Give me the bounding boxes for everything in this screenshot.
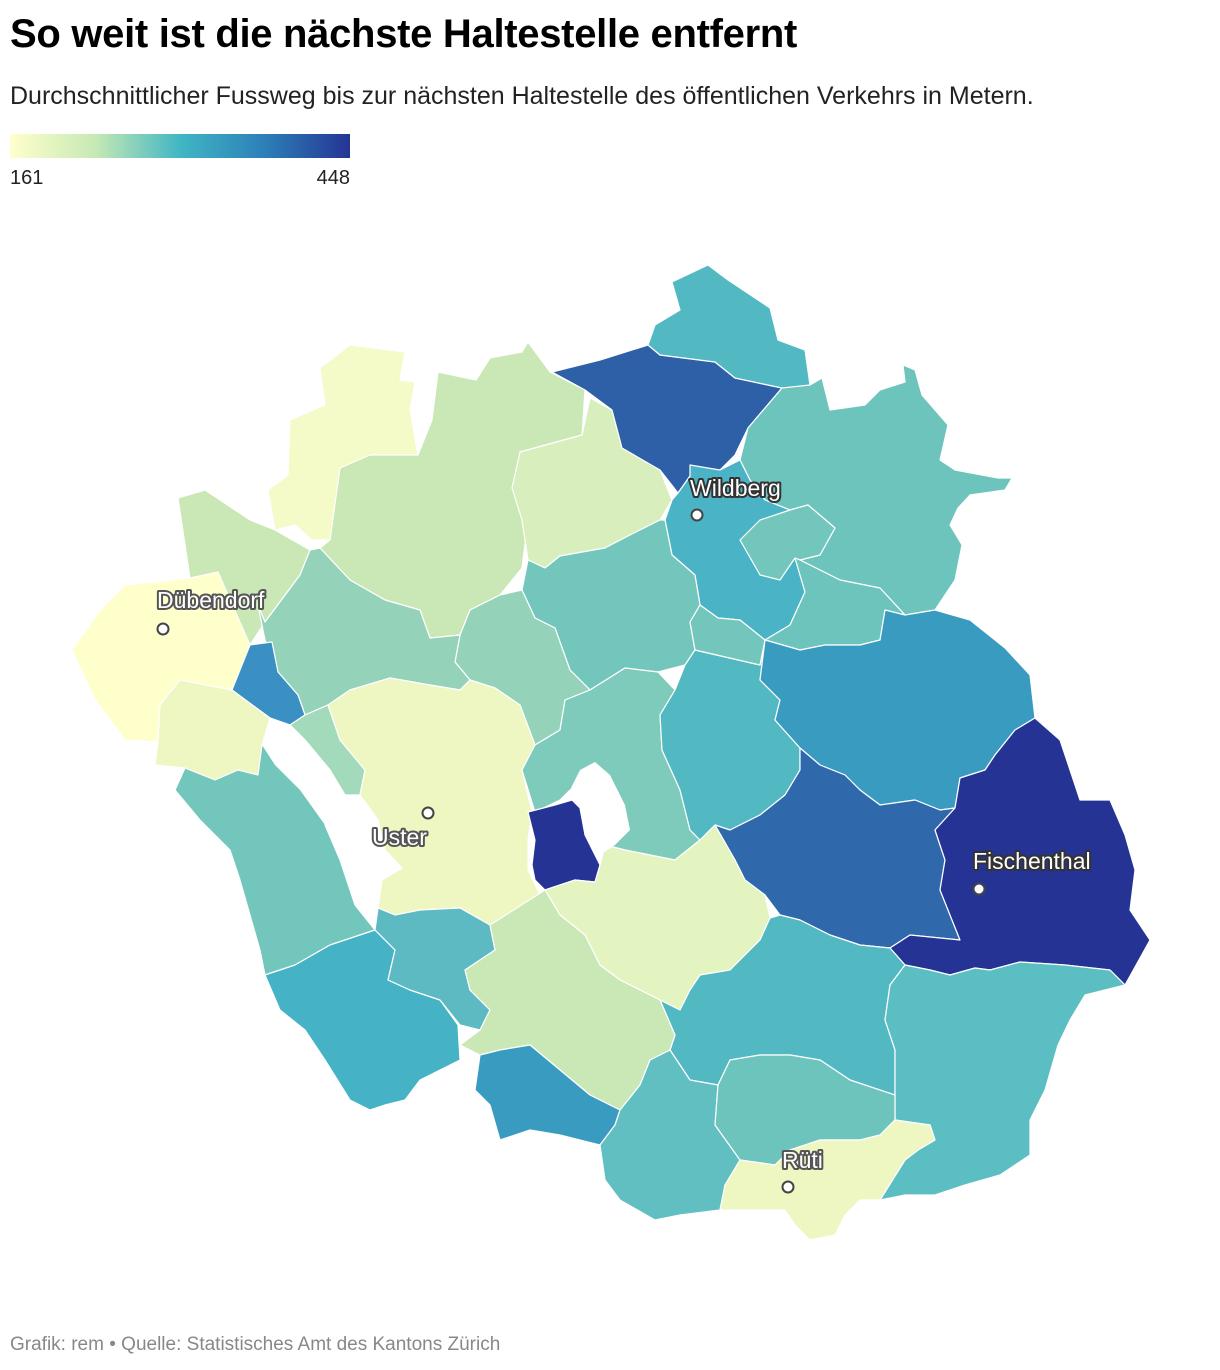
legend-gradient-bar: [10, 134, 350, 158]
map-subtitle: Durchschnittlicher Fussweg bis zur nächs…: [10, 82, 1034, 110]
city-rueti: Rüti: [780, 1145, 825, 1194]
city-dot: [156, 622, 170, 636]
city-dot: [421, 806, 435, 820]
map-title: So weit ist die nächste Haltestelle entf…: [10, 12, 798, 56]
region-rueti[interactable]: [719, 1119, 936, 1241]
region-far-east-teal[interactable]: [879, 961, 1126, 1201]
city-uster: Uster: [370, 806, 435, 852]
city-label: Dübendorf: [157, 587, 265, 613]
city-label: Wildberg: [690, 475, 781, 501]
city-wildberg: Wildberg: [688, 473, 783, 522]
city-dot: [690, 508, 704, 522]
city-label: Rüti: [782, 1147, 823, 1173]
lake-greifensee: [262, 718, 402, 908]
region-wildberg-east[interactable]: [739, 504, 836, 581]
footer-credits: Grafik: rem • Quelle: Statistisches Amt …: [10, 1334, 501, 1355]
lake-pfaeffikersee: [570, 762, 630, 855]
city-duebendorf: Dübendorf: [155, 585, 267, 636]
city-dot: [781, 1180, 795, 1194]
legend-max-label: 448: [316, 167, 350, 189]
region-teal-small[interactable]: [689, 604, 766, 666]
city-label: Fischenthal: [973, 848, 1091, 874]
legend-min-label: 161: [10, 167, 44, 189]
city-dot: [972, 882, 986, 896]
city-fischenthal: Fischenthal: [971, 846, 1093, 896]
city-label: Uster: [372, 824, 427, 850]
region-blue-small-west[interactable]: [231, 641, 306, 726]
color-legend: 161 448: [10, 134, 350, 191]
